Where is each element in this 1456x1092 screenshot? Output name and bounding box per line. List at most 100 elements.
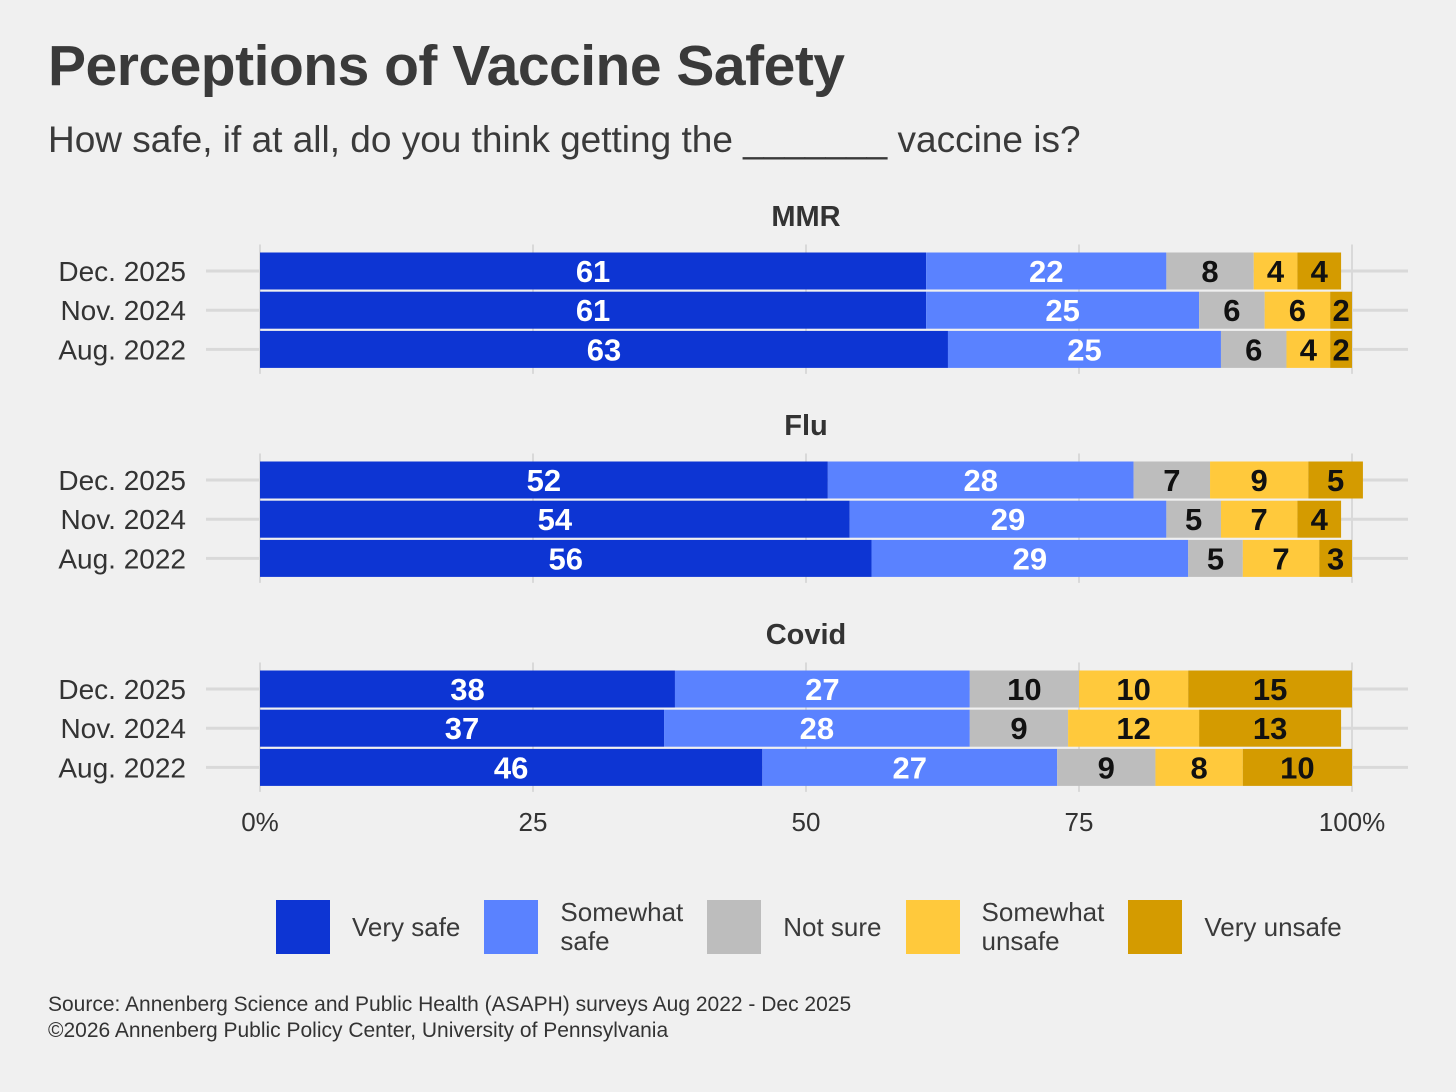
row-label: Nov. 2024 xyxy=(60,713,186,744)
data-label: 10 xyxy=(1116,672,1150,707)
bar-segment-very-safe xyxy=(260,709,665,747)
data-label: 6 xyxy=(1289,293,1306,328)
data-label: 8 xyxy=(1201,254,1218,289)
bar-segment-not-sure xyxy=(1220,330,1287,368)
row-label: Aug. 2022 xyxy=(58,543,186,574)
data-label: 29 xyxy=(1013,541,1047,576)
data-label: 2 xyxy=(1332,293,1349,328)
x-tick-label: 100% xyxy=(1319,807,1386,837)
bar-segment-somewhat-safe xyxy=(762,748,1058,786)
legend-label-line: Somewhat xyxy=(981,897,1105,927)
bar-segment-very-safe xyxy=(260,539,872,577)
legend-label: Not sure xyxy=(783,911,882,942)
data-label: 10 xyxy=(1007,672,1041,707)
bar-segment-very-unsafe xyxy=(1308,461,1363,499)
data-label: 5 xyxy=(1185,502,1202,537)
x-tick-label: 0% xyxy=(241,807,279,837)
data-label: 56 xyxy=(549,541,583,576)
legend-label-line: Somewhat xyxy=(560,897,684,927)
legend-item: Very unsafe xyxy=(1128,900,1342,954)
legend-swatch xyxy=(484,900,539,954)
legend-item: Somewhat safe xyxy=(484,898,683,956)
bar-segment-somewhat-safe xyxy=(849,500,1167,538)
chart-title: Perceptions of Vaccine Safety xyxy=(48,34,845,98)
x-tick-label: 50 xyxy=(792,807,821,837)
bar-segment-somewhat-unsafe xyxy=(1079,670,1189,708)
data-label: 37 xyxy=(445,711,479,746)
bar-segment-somewhat-unsafe xyxy=(1068,709,1200,747)
bar-segment-somewhat-safe xyxy=(871,539,1189,577)
panel-title: MMR xyxy=(771,201,840,233)
bar-segment-somewhat-unsafe xyxy=(1264,291,1331,329)
data-label: 52 xyxy=(527,463,561,498)
panel-title: Flu xyxy=(784,410,828,442)
bar-segment-somewhat-unsafe xyxy=(1286,330,1331,368)
data-label: 25 xyxy=(1067,332,1101,367)
bar-segment-somewhat-safe xyxy=(827,461,1134,499)
bar-segment-very-safe xyxy=(260,670,675,708)
bar-segment-very-unsafe xyxy=(1330,330,1352,368)
bar-segment-somewhat-unsafe xyxy=(1210,461,1309,499)
data-label: 9 xyxy=(1098,750,1115,785)
bar-segment-very-unsafe xyxy=(1297,500,1342,538)
legend-label-line: Not sure xyxy=(783,911,882,942)
data-label: 28 xyxy=(963,463,997,498)
bar-segment-not-sure xyxy=(1166,500,1221,538)
data-label: 8 xyxy=(1190,750,1207,785)
legend-label: Somewhat safe xyxy=(560,898,683,956)
bar-segment-somewhat-safe xyxy=(674,670,970,708)
data-label: 4 xyxy=(1267,254,1285,289)
bar-segment-very-safe xyxy=(260,500,850,538)
legend-swatch xyxy=(1128,900,1183,954)
legend-item: Not sure xyxy=(707,900,882,954)
bar-segment-not-sure xyxy=(1166,252,1254,290)
data-label: 63 xyxy=(587,332,621,367)
legend-item: Very safe xyxy=(276,900,460,954)
data-label: 27 xyxy=(892,750,926,785)
data-label: 4 xyxy=(1311,502,1329,537)
data-label: 25 xyxy=(1045,293,1079,328)
data-label: 61 xyxy=(576,293,610,328)
data-label: 4 xyxy=(1300,332,1318,367)
bar-segment-not-sure xyxy=(1133,461,1211,499)
row-label: Dec. 2025 xyxy=(58,256,186,287)
bar-segment-not-sure xyxy=(1057,748,1156,786)
data-label: 46 xyxy=(494,750,528,785)
legend-swatch xyxy=(707,900,762,954)
bar-segment-very-safe xyxy=(260,252,927,290)
row-label: Aug. 2022 xyxy=(58,752,186,783)
row-label: Aug. 2022 xyxy=(58,334,186,365)
data-label: 38 xyxy=(450,672,484,707)
legend-label: Somewhat unsafe xyxy=(982,898,1105,956)
bar-segment-very-unsafe xyxy=(1188,670,1352,708)
bar-segment-very-unsafe xyxy=(1242,748,1352,786)
data-label: 13 xyxy=(1253,711,1287,746)
legend-swatch xyxy=(905,900,960,954)
data-label: 6 xyxy=(1223,293,1240,328)
data-label: 7 xyxy=(1163,463,1180,498)
copyright-line: ©2026 Annenberg Public Policy Center, Un… xyxy=(48,1019,669,1042)
data-label: 3 xyxy=(1327,541,1344,576)
data-label: 12 xyxy=(1116,711,1150,746)
bar-segment-not-sure xyxy=(969,670,1079,708)
data-label: 7 xyxy=(1272,541,1289,576)
bar-segment-not-sure xyxy=(1199,291,1265,329)
data-label: 54 xyxy=(538,502,573,537)
legend-label-line: safe xyxy=(560,926,610,956)
data-label: 5 xyxy=(1327,463,1344,498)
data-label: 5 xyxy=(1207,541,1224,576)
bar-segment-very-safe xyxy=(260,330,948,368)
chart-legend: Very safe Somewhat safe Not sure Somewhat uns… xyxy=(276,898,1366,956)
data-label: 4 xyxy=(1311,254,1329,289)
bar-segment-somewhat-safe xyxy=(947,330,1221,368)
data-label: 2 xyxy=(1332,332,1349,367)
data-label: 29 xyxy=(991,502,1025,537)
bar-segment-very-safe xyxy=(260,461,828,499)
bar-segment-very-unsafe xyxy=(1199,709,1342,747)
data-label: 9 xyxy=(1010,711,1027,746)
bar-segment-not-sure xyxy=(1188,539,1243,577)
legend-label-line: unsafe xyxy=(981,926,1060,956)
legend-item: Somewhat unsafe xyxy=(905,898,1105,956)
legend-swatch xyxy=(276,900,330,954)
panel-title: Covid xyxy=(766,619,847,651)
